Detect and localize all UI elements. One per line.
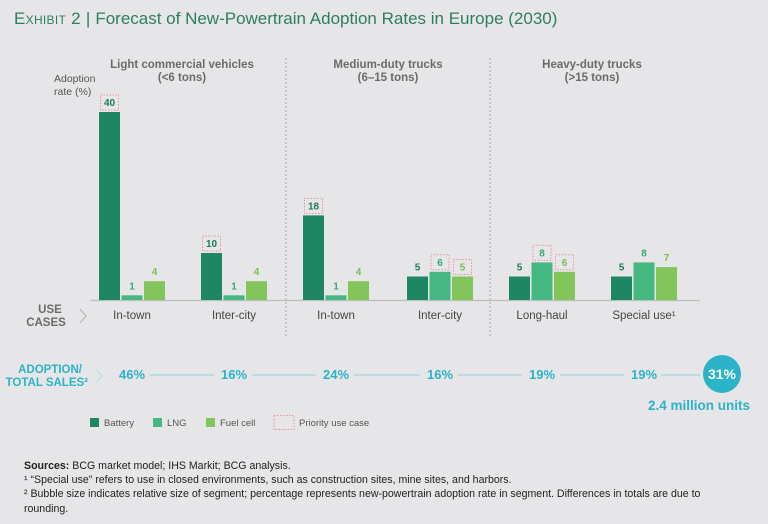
bar-value-label: 40 <box>104 98 116 109</box>
y-axis-label-line1: Adoption <box>54 73 96 85</box>
bar-value-label: 4 <box>152 267 158 278</box>
bar-fuel-cell <box>144 281 165 300</box>
footnote-2: ² Bubble size indicates relative size of… <box>24 488 701 515</box>
use-cases-label-line1: USE <box>38 304 62 316</box>
bar-value-label: 8 <box>539 248 545 259</box>
priority-box <box>100 94 119 111</box>
bar-fuel-cell <box>348 281 369 300</box>
legend-label-lng: LNG <box>167 418 187 429</box>
adoption-share-value: 16% <box>427 367 453 382</box>
category-label: Special use¹ <box>612 310 675 322</box>
bar-value-label: 6 <box>437 258 443 269</box>
category-label: In-town <box>113 310 151 322</box>
bar-lng <box>121 295 143 300</box>
bar-value-label: 5 <box>415 263 421 274</box>
bar-lng <box>223 295 245 300</box>
group-subtitle: (6–15 tons) <box>358 72 419 84</box>
priority-box <box>532 244 552 261</box>
bar-value-label: 8 <box>641 248 647 259</box>
bar-value-label: 5 <box>460 263 466 274</box>
sources-label: Sources: <box>24 460 70 472</box>
bar-value-label: 6 <box>562 258 568 269</box>
group-subtitle: (>15 tons) <box>565 72 620 84</box>
bar-battery <box>303 215 324 300</box>
bar-fuel-cell <box>246 281 267 300</box>
legend-swatch-priority <box>273 415 295 430</box>
bar-lng <box>531 262 553 300</box>
total-value: 31% <box>708 366 737 382</box>
group-title: Heavy-duty trucks <box>542 59 642 71</box>
priority-box <box>304 197 323 214</box>
bar-value-label: 10 <box>206 239 218 250</box>
footnote-1: ¹ “Special use” refers to use in closed … <box>24 474 512 487</box>
bar-battery <box>407 276 428 300</box>
bar-fuel-cell <box>452 276 473 300</box>
bar-value-label: 1 <box>231 281 237 292</box>
adoption-share-value: 24% <box>323 367 349 382</box>
legend-swatch-battery <box>90 418 99 427</box>
adoption-label-line1: ADOPTION/ <box>18 364 83 376</box>
adoption-label-line2: TOTAL SALES² <box>6 377 89 389</box>
bar-lng <box>633 262 655 300</box>
group-title: Medium-duty trucks <box>333 59 442 71</box>
bar-battery <box>509 276 530 300</box>
category-label: In-town <box>317 310 355 322</box>
footnotes: Sources: BCG market model; IHS Markit; B… <box>24 459 744 516</box>
legend-label-fuel-cell: Fuel cell <box>220 418 255 429</box>
bar-battery <box>201 253 222 300</box>
total-units: 2.4 million units <box>648 398 750 413</box>
priority-box <box>555 254 574 271</box>
bar-battery <box>611 276 632 300</box>
adoption-share-value: 19% <box>631 367 657 382</box>
adoption-share-value: 16% <box>221 367 247 382</box>
legend-label-battery: Battery <box>104 418 134 429</box>
priority-box <box>430 254 450 271</box>
legend-swatch-fuel-cell <box>206 418 215 427</box>
sources-text: BCG market model; IHS Markit; BCG analys… <box>69 460 291 472</box>
bar-value-label: 18 <box>308 201 320 212</box>
bar-fuel-cell <box>656 267 677 300</box>
bar-battery <box>99 112 120 300</box>
bar-value-label: 4 <box>254 267 260 278</box>
group-subtitle: (<6 tons) <box>158 72 206 84</box>
total-bubble <box>703 355 741 393</box>
y-axis-label-line2: rate (%) <box>54 86 91 98</box>
bar-value-label: 5 <box>517 263 523 274</box>
use-cases-label-line2: CASES <box>26 317 66 329</box>
bar-value-label: 7 <box>664 253 670 264</box>
exhibit-title: Exhibit 2 | Forecast of New-Powertrain Ado… <box>14 9 557 29</box>
adoption-chart: Light commercial vehicles (<6 tons) Medi… <box>6 58 750 430</box>
priority-box <box>453 259 472 275</box>
category-label: Inter-city <box>212 310 256 322</box>
bar-value-label: 4 <box>356 267 362 278</box>
category-label: Long-haul <box>516 310 567 322</box>
adoption-share-value: 46% <box>119 367 145 382</box>
priority-box <box>202 235 221 252</box>
chevron-right-icon <box>95 368 103 384</box>
adoption-share-value: 19% <box>529 367 555 382</box>
title-separator: | <box>85 9 91 28</box>
bar-value-label: 1 <box>129 281 135 292</box>
legend-label-priority: Priority use case <box>299 418 369 429</box>
chevron-right-icon <box>79 308 87 324</box>
bar-value-label: 5 <box>619 263 625 274</box>
bar-lng <box>325 295 347 300</box>
exhibit-label: Exhibit 2 <box>14 9 81 28</box>
category-label: Inter-city <box>418 310 462 322</box>
chart-title: Forecast of New-Powertrain Adoption Rate… <box>95 9 558 28</box>
group-title: Light commercial vehicles <box>110 59 254 71</box>
legend-swatch-lng <box>153 418 162 427</box>
bar-value-label: 1 <box>333 281 339 292</box>
sources-note: Sources: BCG market model; IHS Markit; B… <box>24 459 744 473</box>
bar-fuel-cell <box>554 271 575 300</box>
bar-lng <box>429 271 451 300</box>
